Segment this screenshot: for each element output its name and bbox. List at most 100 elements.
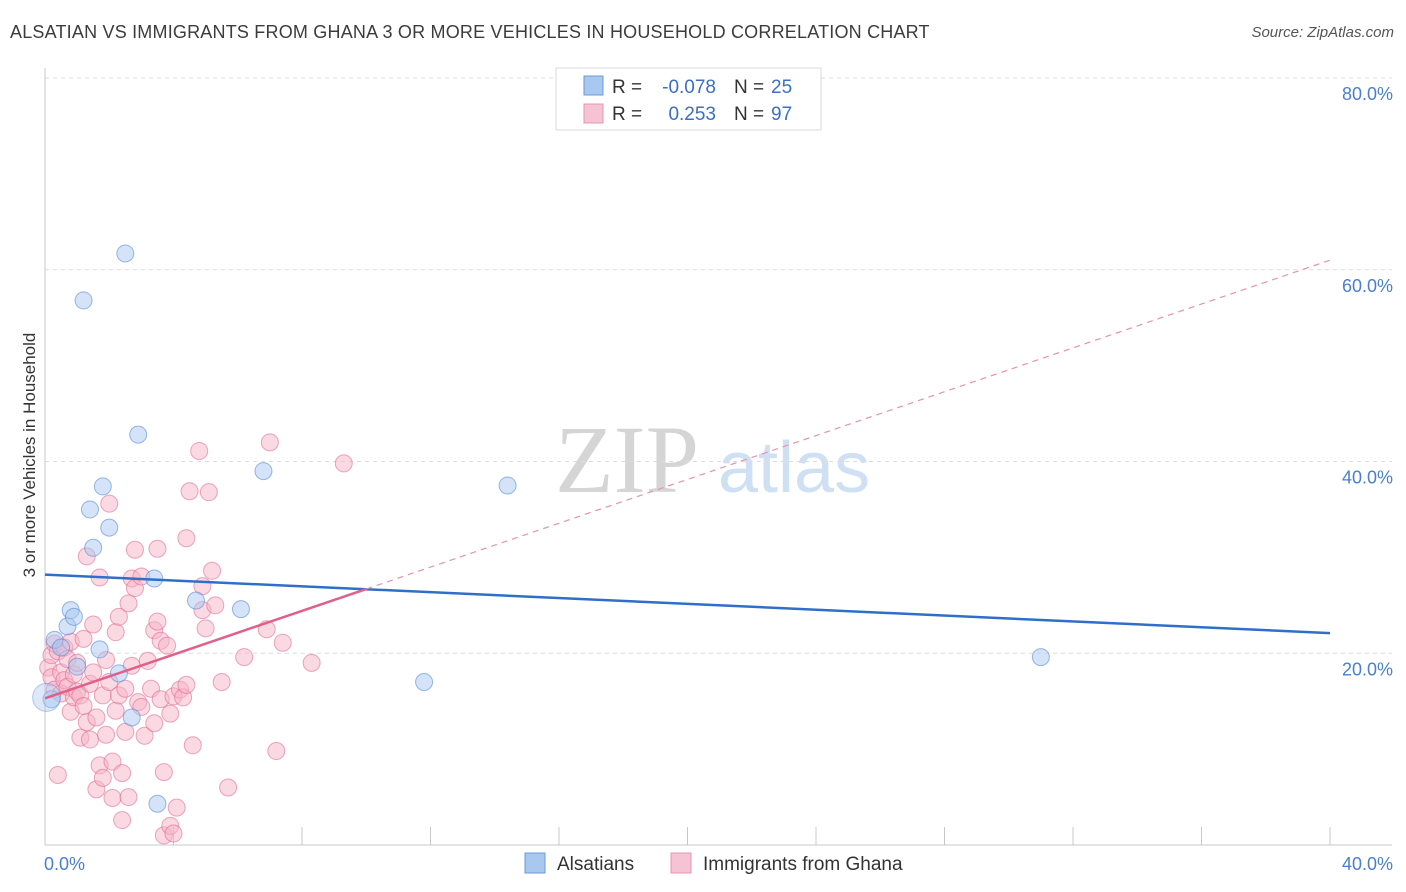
ghana-point-37 [100, 494, 119, 513]
legend-swatch-ghana [583, 103, 604, 124]
ghana-point-87 [206, 596, 225, 615]
ghana-point-62 [145, 714, 164, 733]
alsatian-point-23 [498, 476, 517, 495]
watermark-atlas: atlas [718, 428, 870, 508]
bottom-legend-swatch-alsatians [524, 852, 546, 874]
ghana-point-21 [74, 629, 93, 648]
tick-labels: 20.0% 40.0% 60.0% 80.0% 0.0% 40.0% [44, 84, 1393, 874]
ghana-point-35 [97, 725, 116, 744]
alsatian-point-6 [68, 657, 87, 676]
ghana-point-81 [190, 441, 209, 460]
ghana-point-33 [93, 768, 112, 787]
ghana-point-85 [199, 483, 218, 502]
ghana-point-67 [154, 763, 173, 782]
ghana-point-48 [116, 679, 135, 698]
chart-title: ALSATIAN VS IMMIGRANTS FROM GHANA 3 OR M… [10, 22, 930, 42]
axes [44, 68, 1392, 846]
alsatian-point-16 [129, 425, 148, 444]
y-tick-label-0: 20.0% [1342, 659, 1393, 679]
ghana-point-39 [103, 789, 122, 808]
alsatian-point-12 [100, 518, 119, 537]
legend-n-value-1: 97 [771, 104, 792, 125]
ghana-point-74 [167, 798, 186, 817]
watermark-zip: ZIP [555, 406, 699, 513]
bottom-legend-alsatians: Alsatians [557, 854, 634, 875]
ghana-point-89 [235, 648, 254, 667]
alsatian-point-24 [1031, 648, 1050, 667]
y-tick-label-3: 80.0% [1342, 84, 1393, 104]
legend-n-label-1: N = [734, 104, 764, 125]
chart-source: Source: ZipAtlas.com [1251, 24, 1394, 41]
ghana-point-45 [113, 764, 132, 783]
alsatian-point-15 [122, 708, 141, 727]
ghana-point-70 [161, 704, 180, 723]
grid-lines [45, 77, 1392, 654]
ghana-point-41 [106, 701, 125, 720]
ghana-point-88 [219, 778, 238, 797]
legend-r-label-0: R = [612, 77, 642, 98]
x-tick-label-1: 40.0% [1342, 854, 1393, 874]
ghana-point-77 [177, 529, 196, 548]
legend-n-value-0: 25 [771, 77, 792, 98]
ghana-point-92 [267, 742, 286, 761]
alsatian-point-7 [74, 291, 93, 310]
ghana-point-25 [80, 730, 99, 749]
legend-swatch-alsatians [583, 75, 604, 96]
legend-n-label-0: N = [734, 77, 764, 98]
ghana-trend-line [44, 587, 367, 700]
alsatian-point-14 [116, 244, 135, 263]
alsatian-point-22 [415, 673, 434, 692]
ghana-point-94 [302, 653, 321, 672]
y-tick-label-1: 40.0% [1342, 468, 1393, 488]
trend-lines [44, 259, 1331, 700]
alsatians-trend-line [44, 573, 1331, 635]
ghana-point-27 [84, 615, 103, 634]
bottom-legend-ghana: Immigrants from Ghana [703, 854, 903, 875]
alsatian-point-9 [84, 538, 103, 557]
x-tick-label-0: 0.0% [44, 854, 85, 874]
ghana-point-44 [109, 607, 128, 626]
alsatian-point-19 [186, 591, 205, 610]
legend-r-value-1: 0.253 [668, 104, 716, 125]
alsatian-point-8 [80, 500, 99, 519]
ghana-point-78 [177, 675, 196, 694]
y-tick-label-2: 60.0% [1342, 276, 1393, 296]
ghana-point-42 [106, 623, 125, 642]
ghana-point-50 [119, 594, 138, 613]
ghana-point-86 [203, 561, 222, 580]
ghana-point-46 [113, 811, 132, 830]
ghana-point-69 [158, 636, 177, 655]
legend-r-value-0: -0.078 [662, 77, 716, 98]
ghana-point-29 [87, 708, 106, 727]
correlation-legend: R = -0.078 N = 25 R = 0.253 N = 97 [555, 67, 822, 131]
ghana-point-6 [48, 766, 67, 785]
series-alsatians-points [32, 244, 1050, 813]
ghana-point-84 [196, 619, 215, 638]
ghana-point-95 [334, 454, 353, 473]
ghana-point-64 [148, 612, 167, 631]
alsatian-point-10 [90, 640, 109, 659]
series-ghana-points [39, 433, 353, 845]
ghana-point-63 [148, 539, 167, 558]
ghana-point-49 [119, 788, 138, 807]
legend-r-label-1: R = [612, 104, 642, 125]
alsatian-point-18 [148, 794, 167, 813]
ghana-point-90 [260, 433, 279, 452]
ghana-point-96 [212, 673, 231, 692]
ghana-point-79 [180, 482, 199, 501]
ghana-point-40 [103, 752, 122, 771]
ghana-point-28 [84, 663, 103, 682]
series-legend: Alsatians Immigrants from Ghana [524, 852, 903, 875]
alsatian-point-20 [231, 600, 250, 619]
y-axis-label: 3 or more Vehicles in Household [20, 333, 39, 578]
ghana-point-58 [135, 726, 154, 745]
ghana-point-93 [273, 633, 292, 652]
ghana-point-80 [183, 736, 202, 755]
alsatian-point-11 [93, 477, 112, 496]
ghana-point-72 [164, 824, 183, 843]
ghana-trend-extension [366, 259, 1331, 590]
alsatian-point-2 [52, 638, 71, 657]
bottom-legend-swatch-ghana [670, 852, 692, 874]
ghana-point-53 [125, 540, 144, 559]
